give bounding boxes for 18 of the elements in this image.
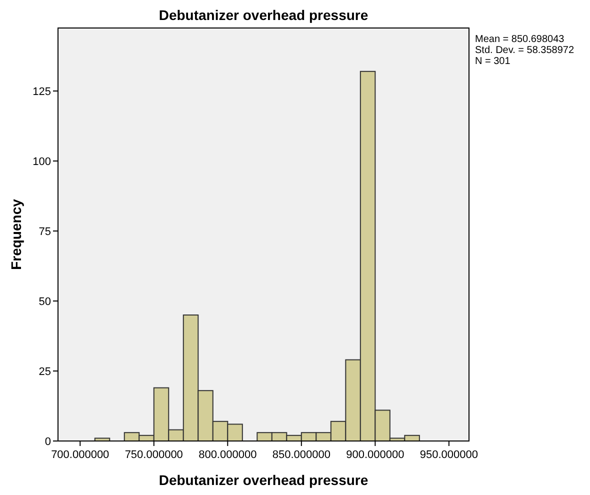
text: N = 301 xyxy=(475,56,511,67)
y-tick-label: 25 xyxy=(38,366,51,378)
x-tick-label: 900.000000 xyxy=(346,449,404,461)
chart-title: Debutanizer overhead pressure xyxy=(158,7,368,23)
text: Mean = 850.698043 xyxy=(475,34,565,45)
y-tick-label: 125 xyxy=(32,86,51,98)
x-tick-label: 700.000000 xyxy=(51,449,110,461)
x-tick-label: 950.000000 xyxy=(420,449,478,461)
y-tick-label: 75 xyxy=(38,226,51,238)
y-axis-title: Frequency xyxy=(8,198,24,270)
text: Std. Dev. = 58.358972 xyxy=(475,45,574,56)
x-tick-label: 750.000000 xyxy=(124,449,183,461)
x-axis-title: Debutanizer overhead pressure xyxy=(158,472,368,488)
y-tick-label: 0 xyxy=(44,436,51,448)
x-tick-label: 850.000000 xyxy=(272,449,330,461)
y-tick-label: 50 xyxy=(38,296,51,308)
y-tick-label: 100 xyxy=(32,156,51,168)
x-tick-label: 800.000000 xyxy=(198,449,257,461)
